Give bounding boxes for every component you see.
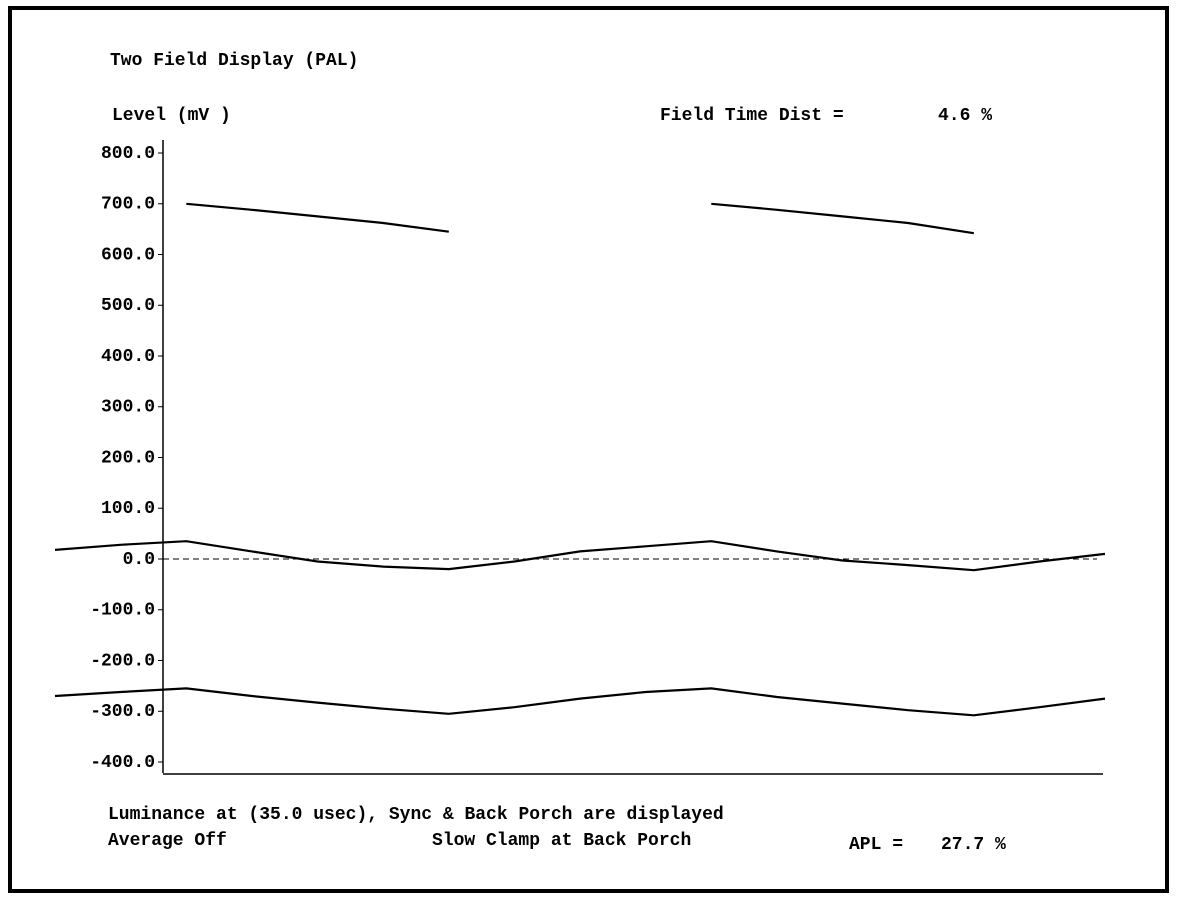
y-tick-label: 700.0 [101,195,155,215]
annotation: Average Off [108,831,227,851]
y-axis-label: Level (mV ) [112,106,231,126]
y-tick-label: -100.0 [90,601,155,621]
annotation: Field Time Dist = [660,106,844,126]
y-tick-label: -200.0 [90,651,155,671]
annotation: Slow Clamp at Back Porch [432,831,691,851]
y-tick-label: 600.0 [101,245,155,265]
y-tick-label: 400.0 [101,347,155,367]
y-tick-label: 0.0 [123,550,155,570]
trace [711,202,974,235]
y-tick-label: 200.0 [101,448,155,468]
trace [54,687,1106,717]
y-tick-label: 300.0 [101,398,155,418]
trace [54,540,1106,572]
trace [186,202,449,233]
y-tick-label: -400.0 [90,753,155,773]
y-tick-label: 500.0 [101,296,155,316]
y-tick-label: 100.0 [101,499,155,519]
y-tick-label: 800.0 [101,144,155,164]
annotation: 27.7 % [941,835,1006,855]
annotation: Luminance at (35.0 usec), Sync & Back Po… [108,805,724,825]
chart-title: Two Field Display (PAL) [110,51,358,71]
annotation: APL = [849,835,903,855]
frame [8,6,1169,893]
annotation: 4.6 % [938,106,992,126]
y-tick-label: -300.0 [90,702,155,722]
